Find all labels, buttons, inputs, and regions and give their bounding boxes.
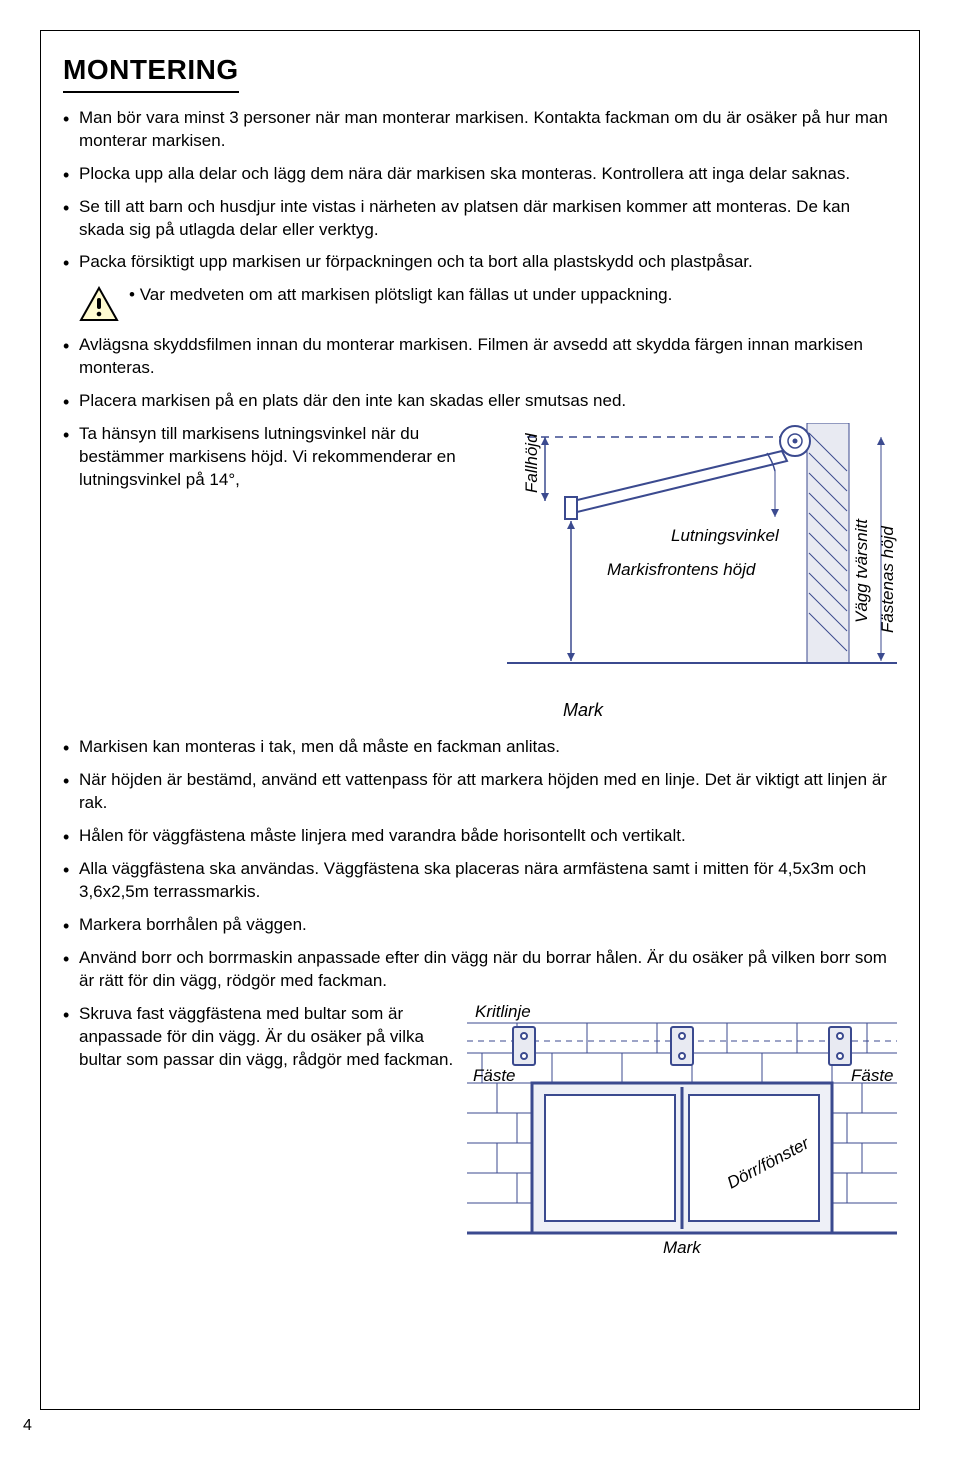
page-frame: MONTERING Man bör vara minst 3 personer …	[40, 30, 920, 1410]
list-item: Alla väggfästena ska användas. Väggfäste…	[63, 858, 897, 904]
label-markisfront: Markisfrontens höjd	[607, 560, 756, 579]
figure-2-row: Skruva fast väggfästena med bultar som ä…	[63, 1003, 897, 1260]
label-kritlinje: Kritlinje	[475, 1003, 531, 1021]
list-item: Markisen kan monteras i tak, men då måst…	[63, 736, 897, 759]
list-item: Packa försiktigt upp markisen ur förpack…	[63, 251, 897, 274]
figure-2: Kritlinje Fäste Fäste Dörr/fönster Mark	[467, 1003, 897, 1260]
label-mark-1: Mark	[483, 698, 683, 722]
figure-1-row: Ta hänsyn till markisens lutningsvinkel …	[63, 423, 897, 690]
bullet-list-1: Man bör vara minst 3 personer när man mo…	[63, 107, 897, 275]
list-item: Hålen för väggfästena måste linjera med …	[63, 825, 897, 848]
label-fallhojd: Fallhöjd	[522, 433, 541, 493]
list-item: Använd borr och borrmaskin anpassade eft…	[63, 947, 897, 993]
bullet-list-3: Markisen kan monteras i tak, men då måst…	[63, 736, 897, 992]
label-mark-2: Mark	[663, 1238, 702, 1253]
page-number: 4	[23, 1415, 32, 1437]
list-item: När höjden är bestämd, använd ett vatten…	[63, 769, 897, 815]
list-item: Se till att barn och husdjur inte vistas…	[63, 196, 897, 242]
list-item: Man bör vara minst 3 personer när man mo…	[63, 107, 897, 153]
list-item: Plocka upp alla delar och lägg dem nära …	[63, 163, 897, 186]
list-item: Avlägsna skyddsfilmen innan du monterar …	[63, 334, 897, 380]
bullet-list-2: Avlägsna skyddsfilmen innan du monterar …	[63, 334, 897, 413]
list-item: Markera borrhålen på väggen.	[63, 914, 897, 937]
label-lutningsvinkel: Lutningsvinkel	[671, 526, 780, 545]
warning-text: Var medveten om att markisen plötsligt k…	[129, 284, 897, 307]
list-item: Ta hänsyn till markisens lutningsvinkel …	[63, 423, 465, 492]
page-title: MONTERING	[63, 51, 239, 93]
label-vagg: Vägg tvärsnitt	[852, 518, 871, 623]
list-item: Placera markisen på en plats där den int…	[63, 390, 897, 413]
list-item: Skruva fast väggfästena med bultar som ä…	[63, 1003, 457, 1072]
warning-triangle-icon	[79, 286, 119, 322]
figure-1: Fallhöjd Lutningsvinkel Markisfrontens h…	[477, 423, 897, 690]
warning-row: Var medveten om att markisen plötsligt k…	[79, 284, 897, 322]
label-faste-left: Fäste	[473, 1066, 516, 1085]
label-faste-right: Fäste	[851, 1066, 894, 1085]
label-fastenas: Fästenas höjd	[878, 526, 897, 633]
